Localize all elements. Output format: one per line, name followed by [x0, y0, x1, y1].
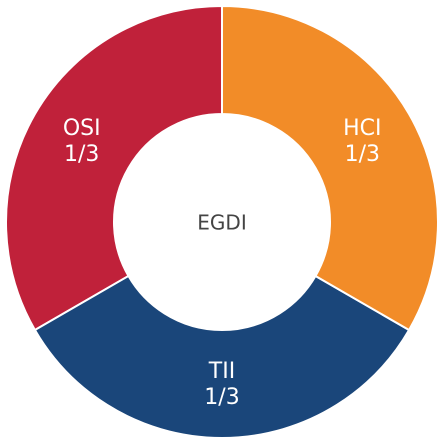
slice-label: HCI	[343, 116, 381, 141]
slice-label: TII	[208, 359, 235, 384]
center-label: EGDI	[197, 211, 246, 235]
slice	[221, 4, 438, 332]
slice-value-label: 1/3	[64, 142, 99, 167]
slice-value-label: 1/3	[204, 385, 239, 410]
slice	[33, 274, 411, 439]
slice-label: OSI	[63, 116, 101, 141]
slice	[5, 4, 223, 332]
slice-value-label: 1/3	[345, 142, 380, 167]
